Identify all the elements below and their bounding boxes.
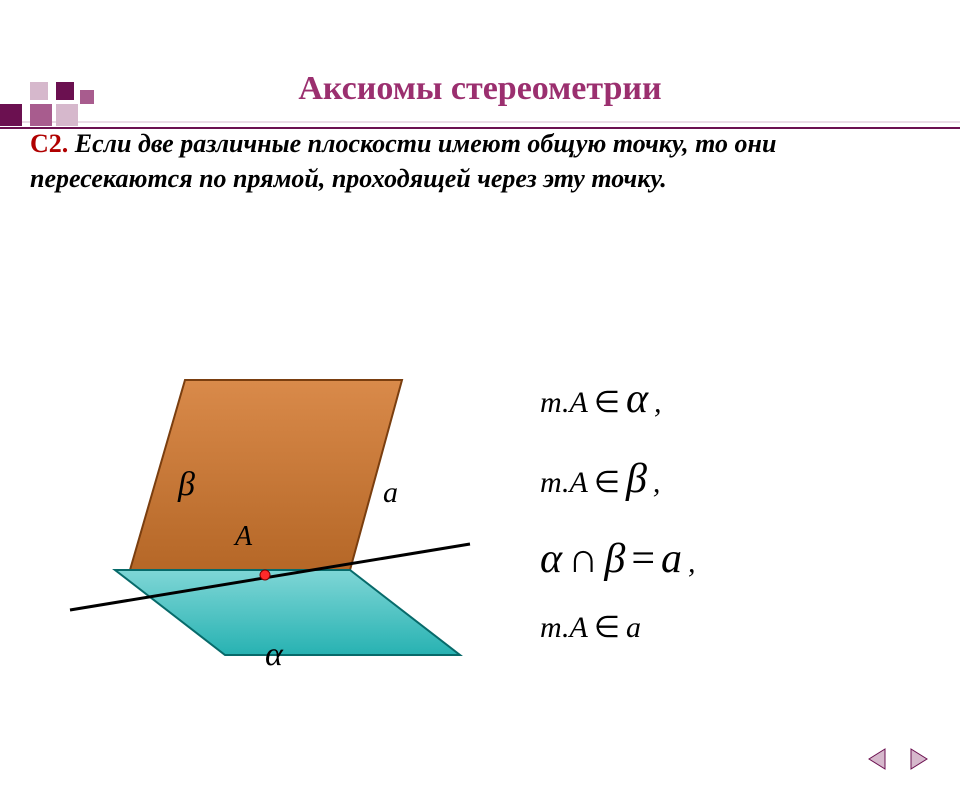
axiom-text: Если две различные плоскости имеют общую… xyxy=(30,129,776,193)
label-point-a: A xyxy=(233,521,253,552)
slide-decor xyxy=(0,70,960,130)
planes-diagram: α β a A xyxy=(60,350,490,690)
plane-beta xyxy=(130,380,402,570)
next-button[interactable] xyxy=(906,746,932,772)
formula-line: т.A ∈ a xyxy=(540,599,920,656)
content-area: α β a A т.A ∈ α ,т.A ∈ β ,α ∩ β = a,т.A … xyxy=(0,350,960,770)
label-alpha: α xyxy=(265,636,284,673)
nav-controls xyxy=(864,746,932,772)
axiom-statement: C2. Если две различные плоскости имеют о… xyxy=(30,126,930,196)
label-line-a: a xyxy=(383,476,398,509)
formula-line: α ∩ β = a, xyxy=(540,520,920,600)
formula-line: т.A ∈ β , xyxy=(540,440,920,520)
prev-button[interactable] xyxy=(864,746,890,772)
label-beta: β xyxy=(177,466,195,503)
plane-alpha xyxy=(115,570,460,655)
point-a xyxy=(260,570,270,580)
axiom-label: C2. xyxy=(30,129,68,158)
math-formulas: т.A ∈ α ,т.A ∈ β ,α ∩ β = a,т.A ∈ a xyxy=(540,360,920,656)
formula-line: т.A ∈ α , xyxy=(540,360,920,440)
